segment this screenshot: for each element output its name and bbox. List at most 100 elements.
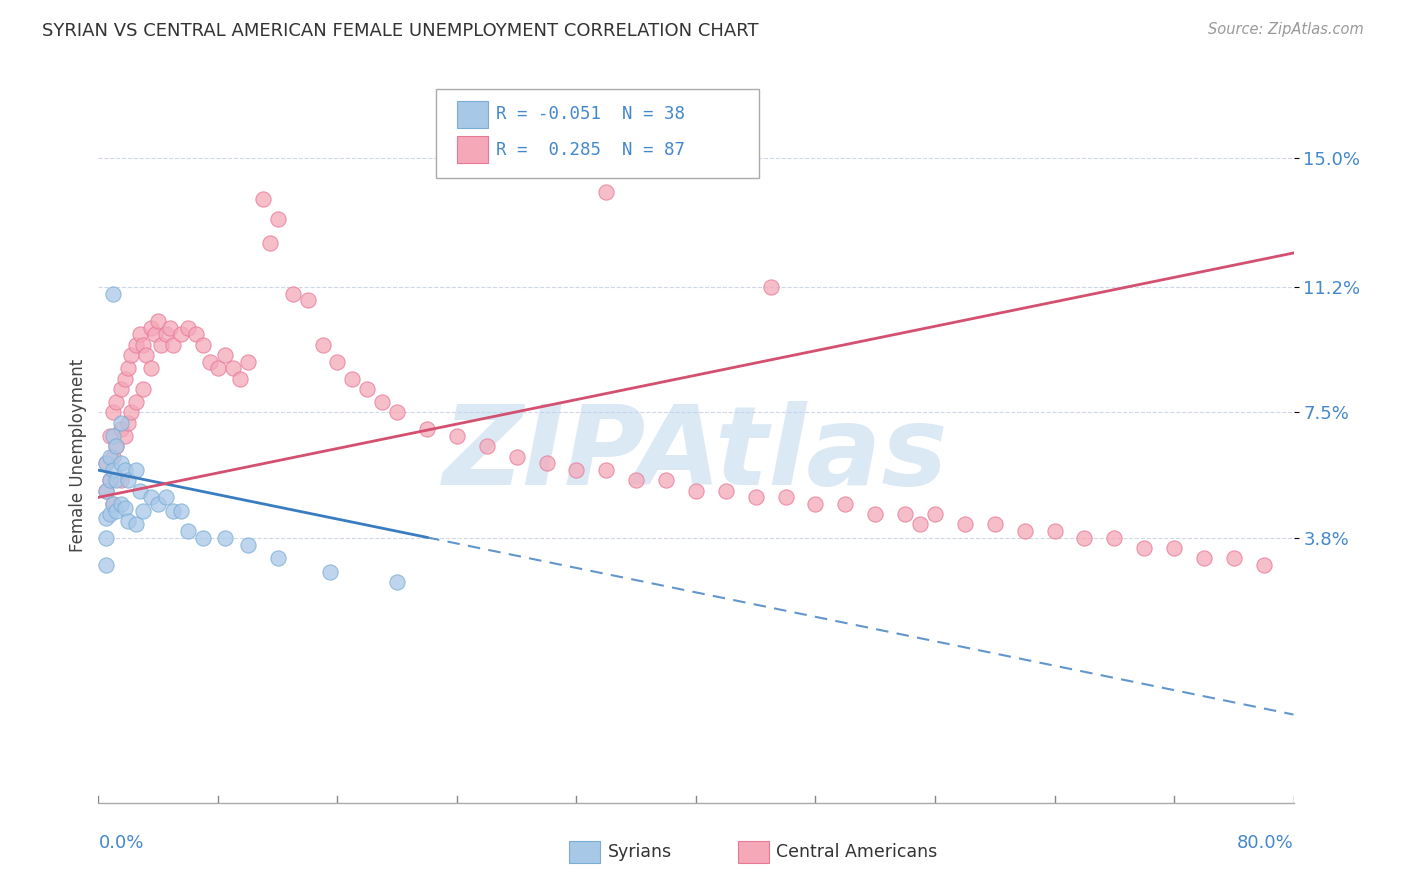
Point xyxy=(98,474,122,488)
Point xyxy=(125,337,148,351)
Point xyxy=(685,483,707,498)
Point xyxy=(319,565,342,579)
Point xyxy=(229,371,252,385)
Point xyxy=(775,491,797,505)
Point xyxy=(103,429,125,443)
Point xyxy=(105,474,128,488)
Point xyxy=(150,337,173,351)
Point xyxy=(169,504,191,518)
Point xyxy=(1163,541,1185,556)
Point xyxy=(103,405,125,419)
Point xyxy=(117,361,139,376)
Point xyxy=(105,439,128,453)
Point xyxy=(177,524,200,539)
Point xyxy=(371,395,394,409)
Point xyxy=(129,483,152,498)
Point xyxy=(924,508,946,522)
Point xyxy=(865,508,887,522)
Point xyxy=(416,422,439,436)
Point xyxy=(983,517,1005,532)
Point xyxy=(536,457,558,471)
Point xyxy=(132,504,155,518)
Point xyxy=(446,429,468,443)
Point xyxy=(135,348,157,362)
Point xyxy=(125,517,148,532)
Point xyxy=(759,280,782,294)
Point xyxy=(745,491,768,505)
Point xyxy=(114,500,136,515)
Point xyxy=(655,474,678,488)
Text: R = -0.051  N = 38: R = -0.051 N = 38 xyxy=(496,105,685,123)
Point xyxy=(117,474,139,488)
Point xyxy=(184,327,207,342)
Point xyxy=(191,337,214,351)
Point xyxy=(103,497,125,511)
Point xyxy=(117,416,139,430)
Point xyxy=(1073,531,1095,545)
Point xyxy=(110,422,132,436)
Point xyxy=(595,185,617,199)
Point xyxy=(143,327,166,342)
Point xyxy=(94,483,117,498)
Text: ZIPAtlas: ZIPAtlas xyxy=(443,401,949,508)
Point xyxy=(132,382,155,396)
Point xyxy=(103,463,125,477)
Point xyxy=(103,497,125,511)
Text: Central Americans: Central Americans xyxy=(776,843,938,861)
Point xyxy=(139,491,162,505)
Text: Syrians: Syrians xyxy=(607,843,672,861)
Point xyxy=(98,450,122,464)
Point xyxy=(94,457,117,471)
Point xyxy=(110,382,132,396)
Point xyxy=(214,531,236,545)
Point xyxy=(94,483,117,498)
Point xyxy=(155,327,177,342)
Point xyxy=(326,354,349,368)
Point xyxy=(624,474,647,488)
Point xyxy=(98,474,122,488)
Point xyxy=(714,483,737,498)
Text: Source: ZipAtlas.com: Source: ZipAtlas.com xyxy=(1208,22,1364,37)
Point xyxy=(1133,541,1156,556)
Text: 80.0%: 80.0% xyxy=(1237,834,1294,852)
Point xyxy=(125,463,148,477)
Point xyxy=(94,457,117,471)
Point xyxy=(236,354,259,368)
Point xyxy=(475,439,498,453)
Text: R =  0.285  N = 87: R = 0.285 N = 87 xyxy=(496,141,685,159)
Point xyxy=(908,517,931,532)
Point xyxy=(191,531,214,545)
Point xyxy=(953,517,976,532)
Text: 0.0%: 0.0% xyxy=(98,834,143,852)
Point xyxy=(506,450,529,464)
Point xyxy=(1014,524,1036,539)
Point xyxy=(110,457,132,471)
Point xyxy=(385,575,409,590)
Point xyxy=(114,371,136,385)
Point xyxy=(103,450,125,464)
Point xyxy=(117,514,139,528)
Point xyxy=(94,558,117,573)
Point xyxy=(105,395,128,409)
Point xyxy=(834,497,856,511)
Y-axis label: Female Unemployment: Female Unemployment xyxy=(69,359,87,551)
Point xyxy=(132,337,155,351)
Point xyxy=(125,395,148,409)
Point xyxy=(129,327,152,342)
Point xyxy=(1223,551,1246,566)
Point xyxy=(894,508,917,522)
Point xyxy=(565,463,588,477)
Point xyxy=(804,497,827,511)
Point xyxy=(114,463,136,477)
Point xyxy=(98,508,122,522)
Point xyxy=(311,337,333,351)
Point xyxy=(155,491,177,505)
Point xyxy=(148,314,170,328)
Point xyxy=(162,504,184,518)
Point xyxy=(267,212,290,227)
Point xyxy=(114,429,136,443)
Point xyxy=(162,337,184,351)
Point xyxy=(94,531,117,545)
Point xyxy=(159,320,181,334)
Point xyxy=(148,497,170,511)
